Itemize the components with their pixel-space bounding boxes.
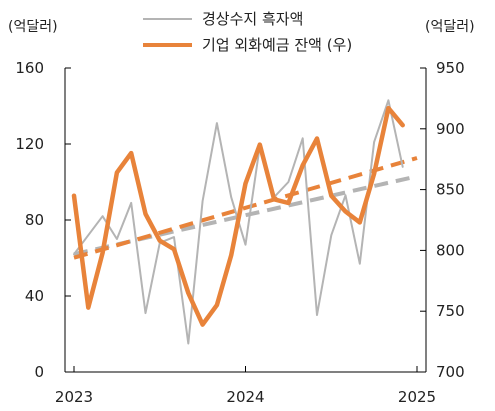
right-tick-label: 750 xyxy=(436,302,465,320)
left-tick-label: 160 xyxy=(15,59,44,77)
series-lines xyxy=(71,99,405,345)
right-tick-label: 900 xyxy=(436,120,465,138)
trend-line-current-account xyxy=(73,174,418,257)
series-line-fx-deposits xyxy=(71,105,405,327)
left-tick-label: 40 xyxy=(25,287,44,305)
right-axis-unit: (억달러) xyxy=(425,19,475,35)
trend-line-fx-deposits xyxy=(73,156,418,260)
legend: 경상수지 흑자액 기업 외화예금 잔액 (우) xyxy=(143,10,352,54)
left-tick-label: 0 xyxy=(34,363,44,381)
x-tick-label: 2024 xyxy=(226,388,264,406)
legend-label-fx-deposits: 기업 외화예금 잔액 (우) xyxy=(202,36,352,54)
axes: 0 40 80 120 160 700 750 800 850 900 950 2023 2024 202… xyxy=(15,59,464,406)
right-tick-label: 850 xyxy=(436,181,465,199)
right-tick-label: 800 xyxy=(436,241,465,259)
legend-label-current-account: 경상수지 흑자액 xyxy=(202,10,303,28)
x-tick-label: 2025 xyxy=(398,388,436,406)
right-tick-label: 700 xyxy=(436,363,465,381)
left-axis-unit: (억달러) xyxy=(8,19,58,35)
trend-lines xyxy=(73,156,418,260)
left-tick-label: 120 xyxy=(15,135,44,153)
right-tick-label: 950 xyxy=(436,59,465,77)
left-tick-label: 80 xyxy=(25,211,44,229)
x-tick-label: 2023 xyxy=(55,388,93,406)
